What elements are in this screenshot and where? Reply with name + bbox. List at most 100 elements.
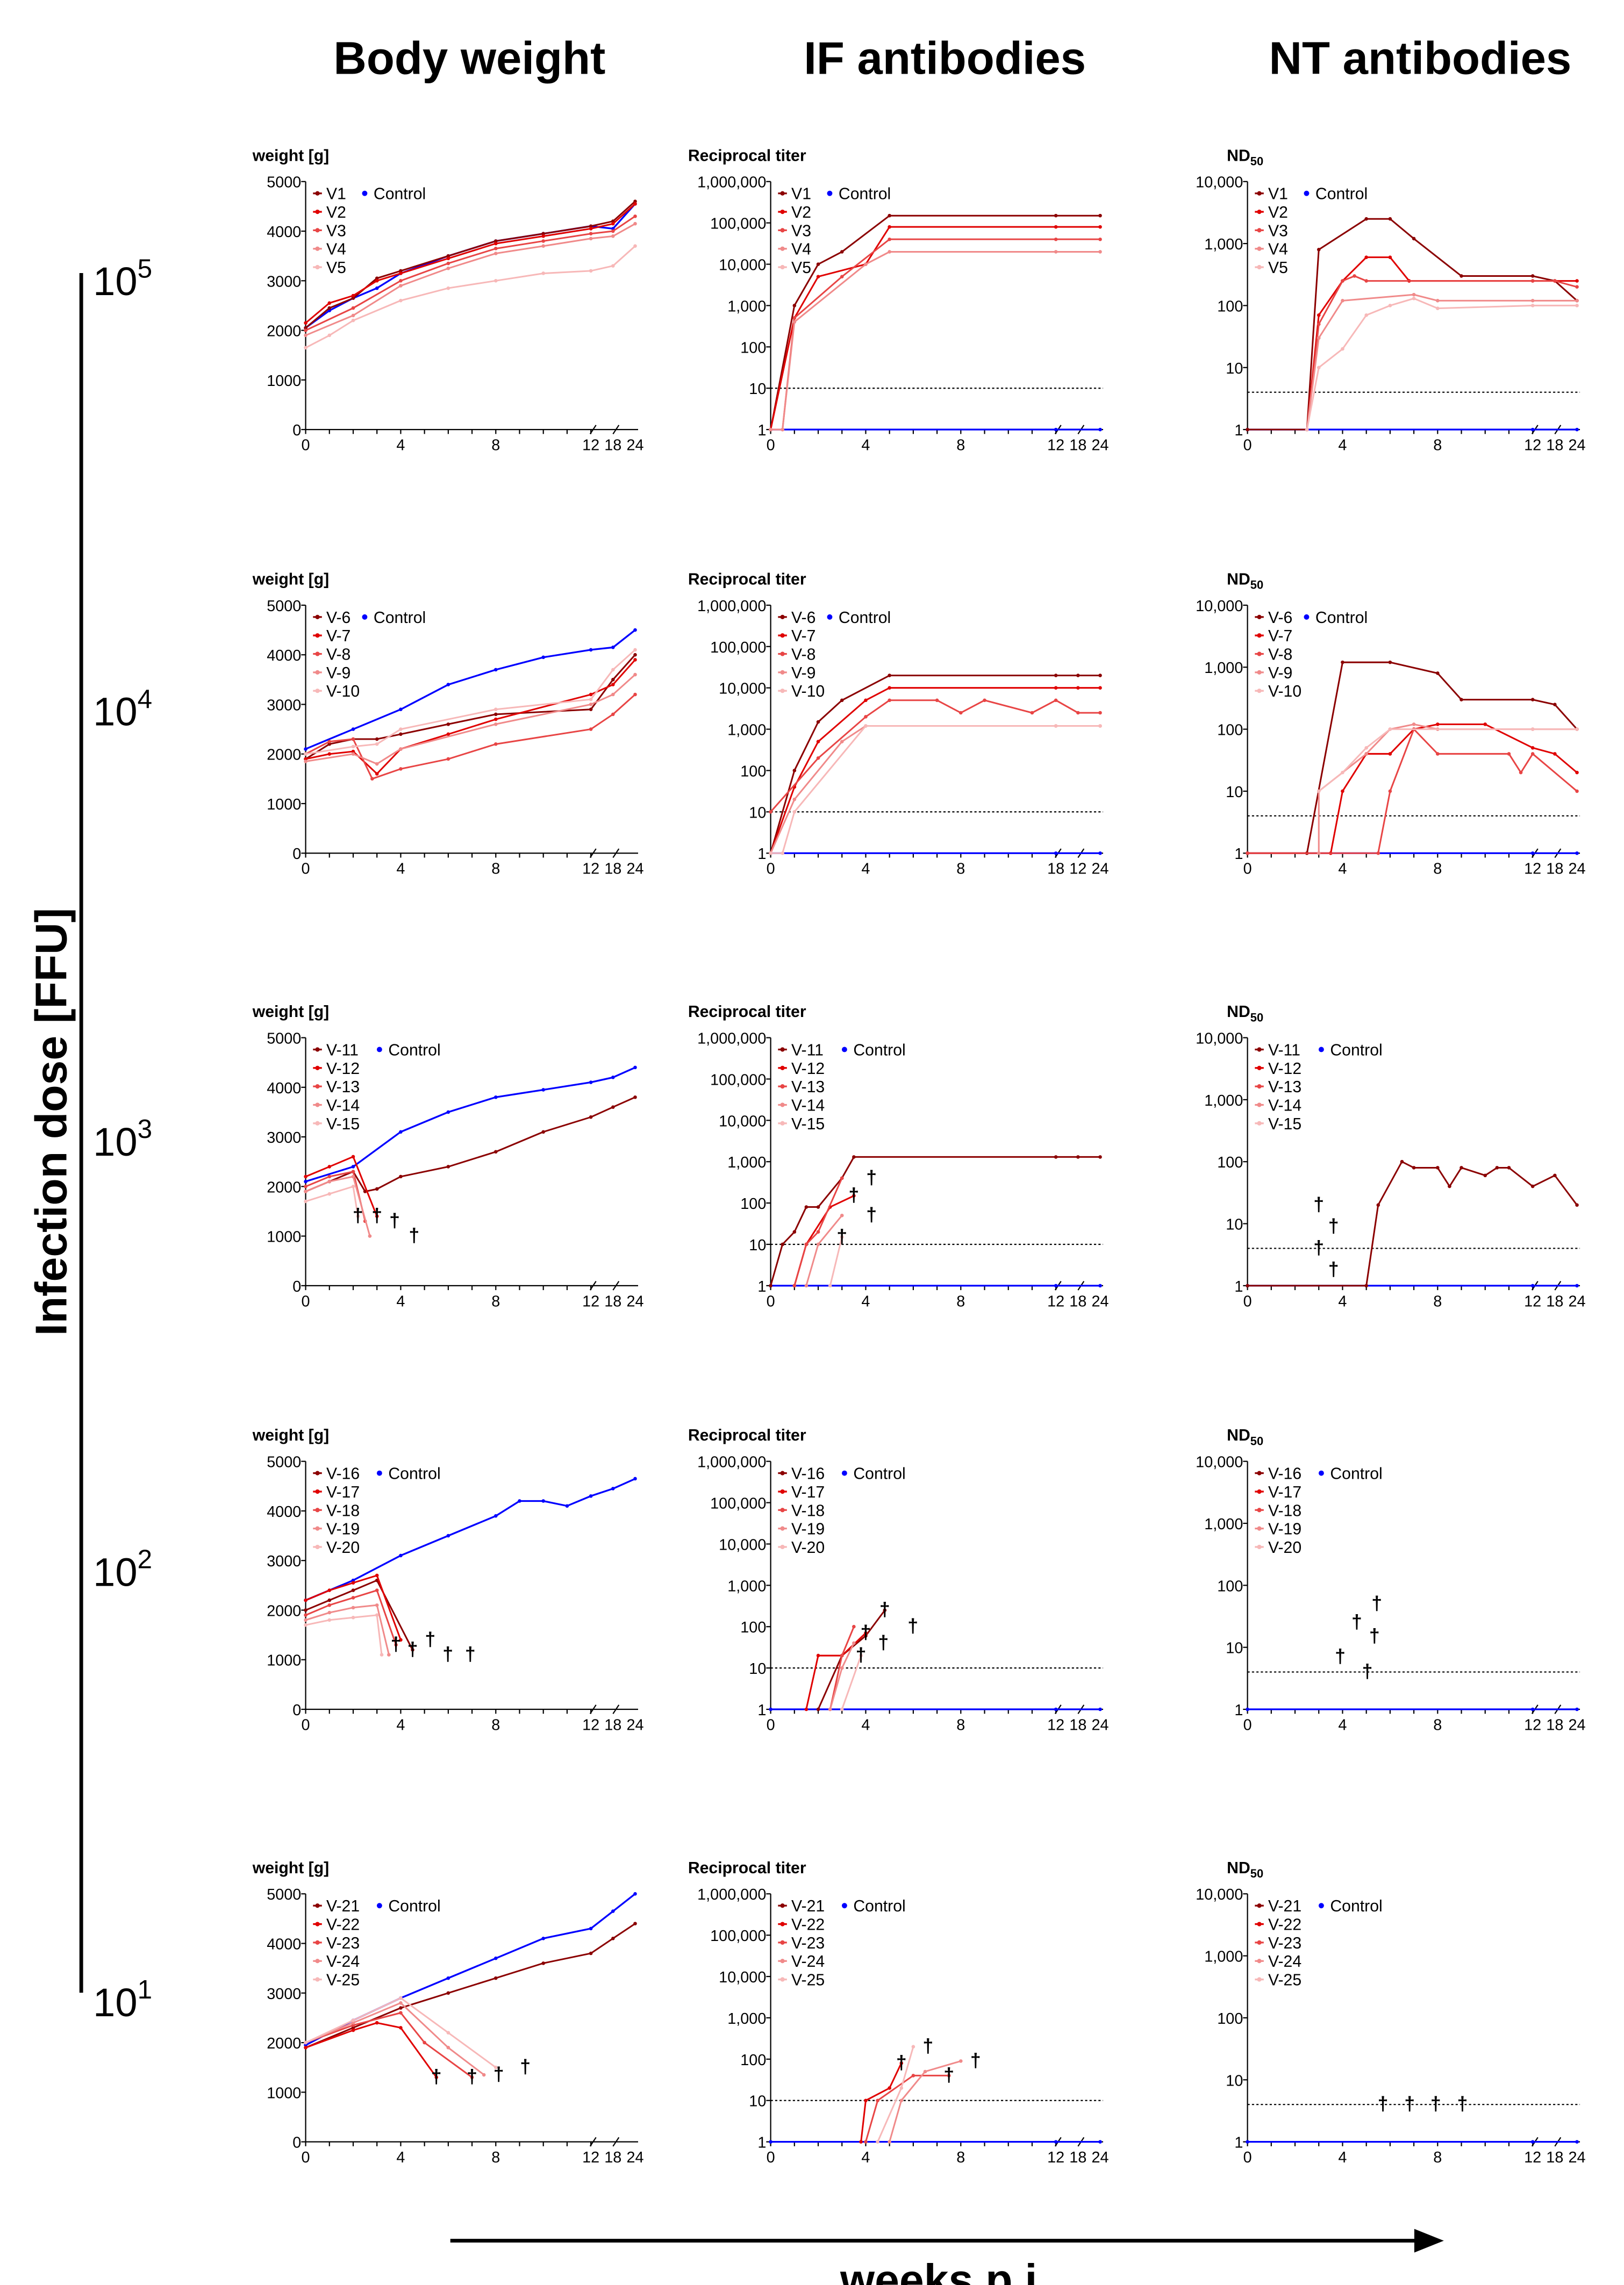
legend-marker bbox=[780, 1903, 785, 1908]
death-marker-v-23: † bbox=[943, 2064, 954, 2086]
y-tick-label: 10,000 bbox=[1196, 1454, 1243, 1471]
series-v3-point bbox=[1553, 279, 1557, 283]
x-tick-label: 0 bbox=[302, 2149, 310, 2166]
series-v-20-point bbox=[327, 1618, 332, 1622]
death-marker-v-24: † bbox=[970, 2050, 981, 2071]
x-tick-label: 4 bbox=[861, 1716, 870, 1734]
x-tick-label: 4 bbox=[1338, 1716, 1347, 1734]
legend-label: V-25 bbox=[1268, 1972, 1301, 1989]
series-control-point bbox=[399, 1553, 403, 1558]
series-v1-point bbox=[1098, 213, 1102, 218]
series-v3-point bbox=[1317, 322, 1321, 326]
series-v4-point bbox=[541, 244, 546, 248]
legend-marker bbox=[1257, 633, 1262, 638]
series-control-point bbox=[1098, 2140, 1102, 2144]
legend-marker bbox=[315, 1959, 320, 1964]
legend-label-control: Control bbox=[1315, 609, 1368, 627]
series-v-10-line bbox=[1318, 728, 1577, 792]
legend-label: V-8 bbox=[326, 646, 350, 664]
legend-marker bbox=[780, 1471, 785, 1475]
legend-label: V-8 bbox=[1268, 646, 1292, 664]
series-v4-point bbox=[351, 313, 355, 318]
x-tick-label: 8 bbox=[1433, 1293, 1442, 1310]
series-v-8-point bbox=[589, 727, 593, 731]
x-tick-label: 4 bbox=[396, 2149, 405, 2166]
x-tick-label: 8 bbox=[491, 1716, 500, 1734]
y-tick-label: 100,000 bbox=[710, 639, 766, 656]
x-tick-label: 18 bbox=[604, 437, 621, 454]
series-v3-point bbox=[888, 237, 891, 241]
series-v3-point bbox=[304, 328, 307, 332]
x-tick-label: 0 bbox=[1243, 1716, 1252, 1734]
series-v-8-point bbox=[864, 715, 868, 719]
series-v4-point bbox=[589, 237, 593, 241]
y-tick-label: 1 bbox=[1234, 1278, 1243, 1295]
series-v-9-point bbox=[1364, 752, 1368, 756]
series-v5-point bbox=[633, 244, 637, 248]
y-tick-label: 100 bbox=[740, 1619, 766, 1636]
series-v-9-point bbox=[633, 672, 637, 677]
series-v-13-point bbox=[840, 1176, 844, 1180]
series-control-point bbox=[493, 1095, 498, 1099]
series-control-point bbox=[304, 2043, 307, 2047]
series-control-point bbox=[1575, 1707, 1579, 1711]
series-v-6-point bbox=[375, 737, 379, 741]
legend-label-control: Control bbox=[374, 609, 426, 627]
y-tick-label: 1 bbox=[757, 1702, 766, 1719]
series-v-10-point bbox=[1341, 770, 1344, 775]
panel-weight-row-1: weight [g] 0 1000 2000 3000 4000 5000 0 4 8 12 18 24… bbox=[252, 147, 644, 454]
series-v-10-point bbox=[304, 752, 307, 756]
series-v-10-point bbox=[1098, 724, 1102, 728]
legend-label: V-16 bbox=[326, 1465, 360, 1483]
series-v2-point bbox=[304, 321, 307, 325]
legend-marker bbox=[780, 633, 785, 638]
y-tick-label: 0 bbox=[292, 422, 301, 439]
x-tick-label: 18 bbox=[1546, 1716, 1563, 1734]
weeks-arrow-head bbox=[1414, 2229, 1444, 2253]
legend-label-control: Control bbox=[1315, 185, 1368, 203]
series-v-10-point bbox=[1364, 746, 1368, 750]
series-v-10-point bbox=[769, 851, 772, 855]
panel-if-row-4: Reciprocal titer 1 10 100 1,000 10,000 100,000… bbox=[688, 1427, 1109, 1734]
y-tick-label: 1000 bbox=[267, 1652, 301, 1670]
series-v-11-point bbox=[792, 1230, 797, 1234]
series-v1-line bbox=[305, 200, 636, 329]
y-tick-label: 1 bbox=[1234, 422, 1243, 439]
series-v4-point bbox=[611, 234, 615, 238]
series-v4-line bbox=[770, 250, 1100, 431]
y-tick-label: 10 bbox=[749, 804, 766, 821]
dose-label: 105 bbox=[93, 254, 152, 304]
x-tick-label: 18 bbox=[1069, 1293, 1086, 1310]
y-tick-label: 5000 bbox=[267, 174, 301, 191]
series-control-point bbox=[541, 655, 546, 660]
legend-label: V-20 bbox=[326, 1539, 360, 1557]
x-tick-label: 0 bbox=[767, 861, 775, 878]
series-v-25-point bbox=[351, 2018, 355, 2022]
x-tick-label: 24 bbox=[626, 2149, 643, 2166]
column-header-body-weight: Body weight bbox=[333, 33, 605, 84]
legend-label: V-25 bbox=[791, 1972, 825, 1989]
legend-marker bbox=[780, 1084, 785, 1089]
legend-label: V2 bbox=[326, 204, 346, 221]
legend-marker bbox=[1257, 209, 1262, 214]
legend-label: V-10 bbox=[791, 683, 825, 700]
series-v3-point bbox=[792, 316, 797, 320]
series-v-23-point bbox=[399, 2011, 403, 2015]
x-tick-label: 18 bbox=[1546, 2149, 1563, 2166]
death-marker-v-18: † bbox=[1369, 1625, 1380, 1646]
legend-marker-control bbox=[376, 1470, 382, 1476]
series-v1-point bbox=[792, 304, 797, 307]
legend-label-control: Control bbox=[853, 1897, 905, 1915]
x-tick-label: 0 bbox=[1243, 1293, 1252, 1310]
series-control-point bbox=[493, 668, 498, 672]
series-v-24-point bbox=[351, 2021, 355, 2025]
series-v5-line bbox=[1306, 297, 1577, 430]
series-v3-point bbox=[1353, 274, 1356, 278]
series-v1-point bbox=[1388, 217, 1392, 221]
series-control-point bbox=[446, 1534, 450, 1538]
series-v-8-point bbox=[493, 742, 498, 746]
panel-title: weight [g] bbox=[252, 1859, 330, 1877]
legend-label: V-14 bbox=[1268, 1097, 1301, 1114]
y-tick-label: 10,000 bbox=[1196, 1030, 1243, 1048]
